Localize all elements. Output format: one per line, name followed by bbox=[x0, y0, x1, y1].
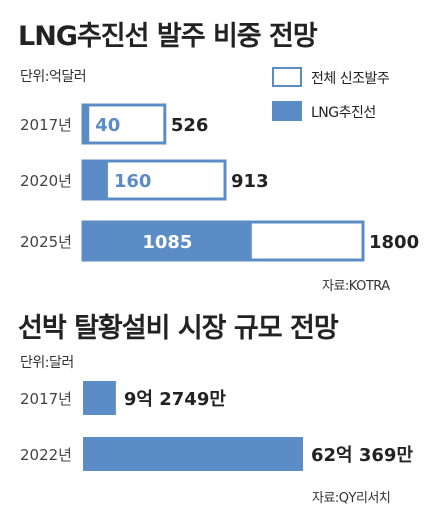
lng-value-label: 40 bbox=[95, 115, 120, 136]
lng-value-label: 160 bbox=[114, 171, 152, 192]
legend-swatch-lng bbox=[272, 101, 302, 121]
category-label: 2017년 bbox=[20, 116, 72, 134]
chart2-title: 선박 탈황설비 시장 규모 전망 bbox=[18, 313, 339, 344]
total-value-label: 1800 bbox=[369, 232, 419, 253]
lng-value-label: 1085 bbox=[142, 232, 192, 253]
category-label: 2017년 bbox=[20, 390, 72, 408]
total-value-label: 526 bbox=[171, 115, 209, 136]
chart1-unit: 단위:억달러 bbox=[20, 69, 87, 85]
category-label: 2020년 bbox=[20, 172, 72, 190]
bar bbox=[83, 437, 303, 471]
bar-lng bbox=[83, 222, 252, 260]
bar-lng bbox=[83, 161, 108, 199]
bar bbox=[83, 381, 116, 415]
legend-label-total: 전체 신조발주 bbox=[311, 71, 390, 87]
chart2-source: 자료:QY리서치 bbox=[312, 491, 391, 506]
bar-lng bbox=[83, 105, 90, 143]
category-label: 2025년 bbox=[20, 233, 72, 251]
chart1-plot: 2017년 40 526 2020년 160 913 2025년 1085 1800 bbox=[20, 103, 419, 262]
chart1-source: 자료:KOTRA bbox=[322, 279, 390, 294]
legend-label-lng: LNG추진선 bbox=[311, 105, 376, 121]
value-label: 62억 369만 bbox=[311, 445, 413, 466]
chart2-unit: 단위:달러 bbox=[20, 355, 74, 371]
category-label: 2022년 bbox=[20, 446, 72, 464]
value-label: 9억 2749만 bbox=[124, 389, 226, 410]
legend-swatch-total bbox=[272, 67, 302, 87]
chart1-title: LNG추진선 발주 비중 전망 bbox=[18, 21, 318, 52]
total-value-label: 913 bbox=[231, 171, 269, 192]
